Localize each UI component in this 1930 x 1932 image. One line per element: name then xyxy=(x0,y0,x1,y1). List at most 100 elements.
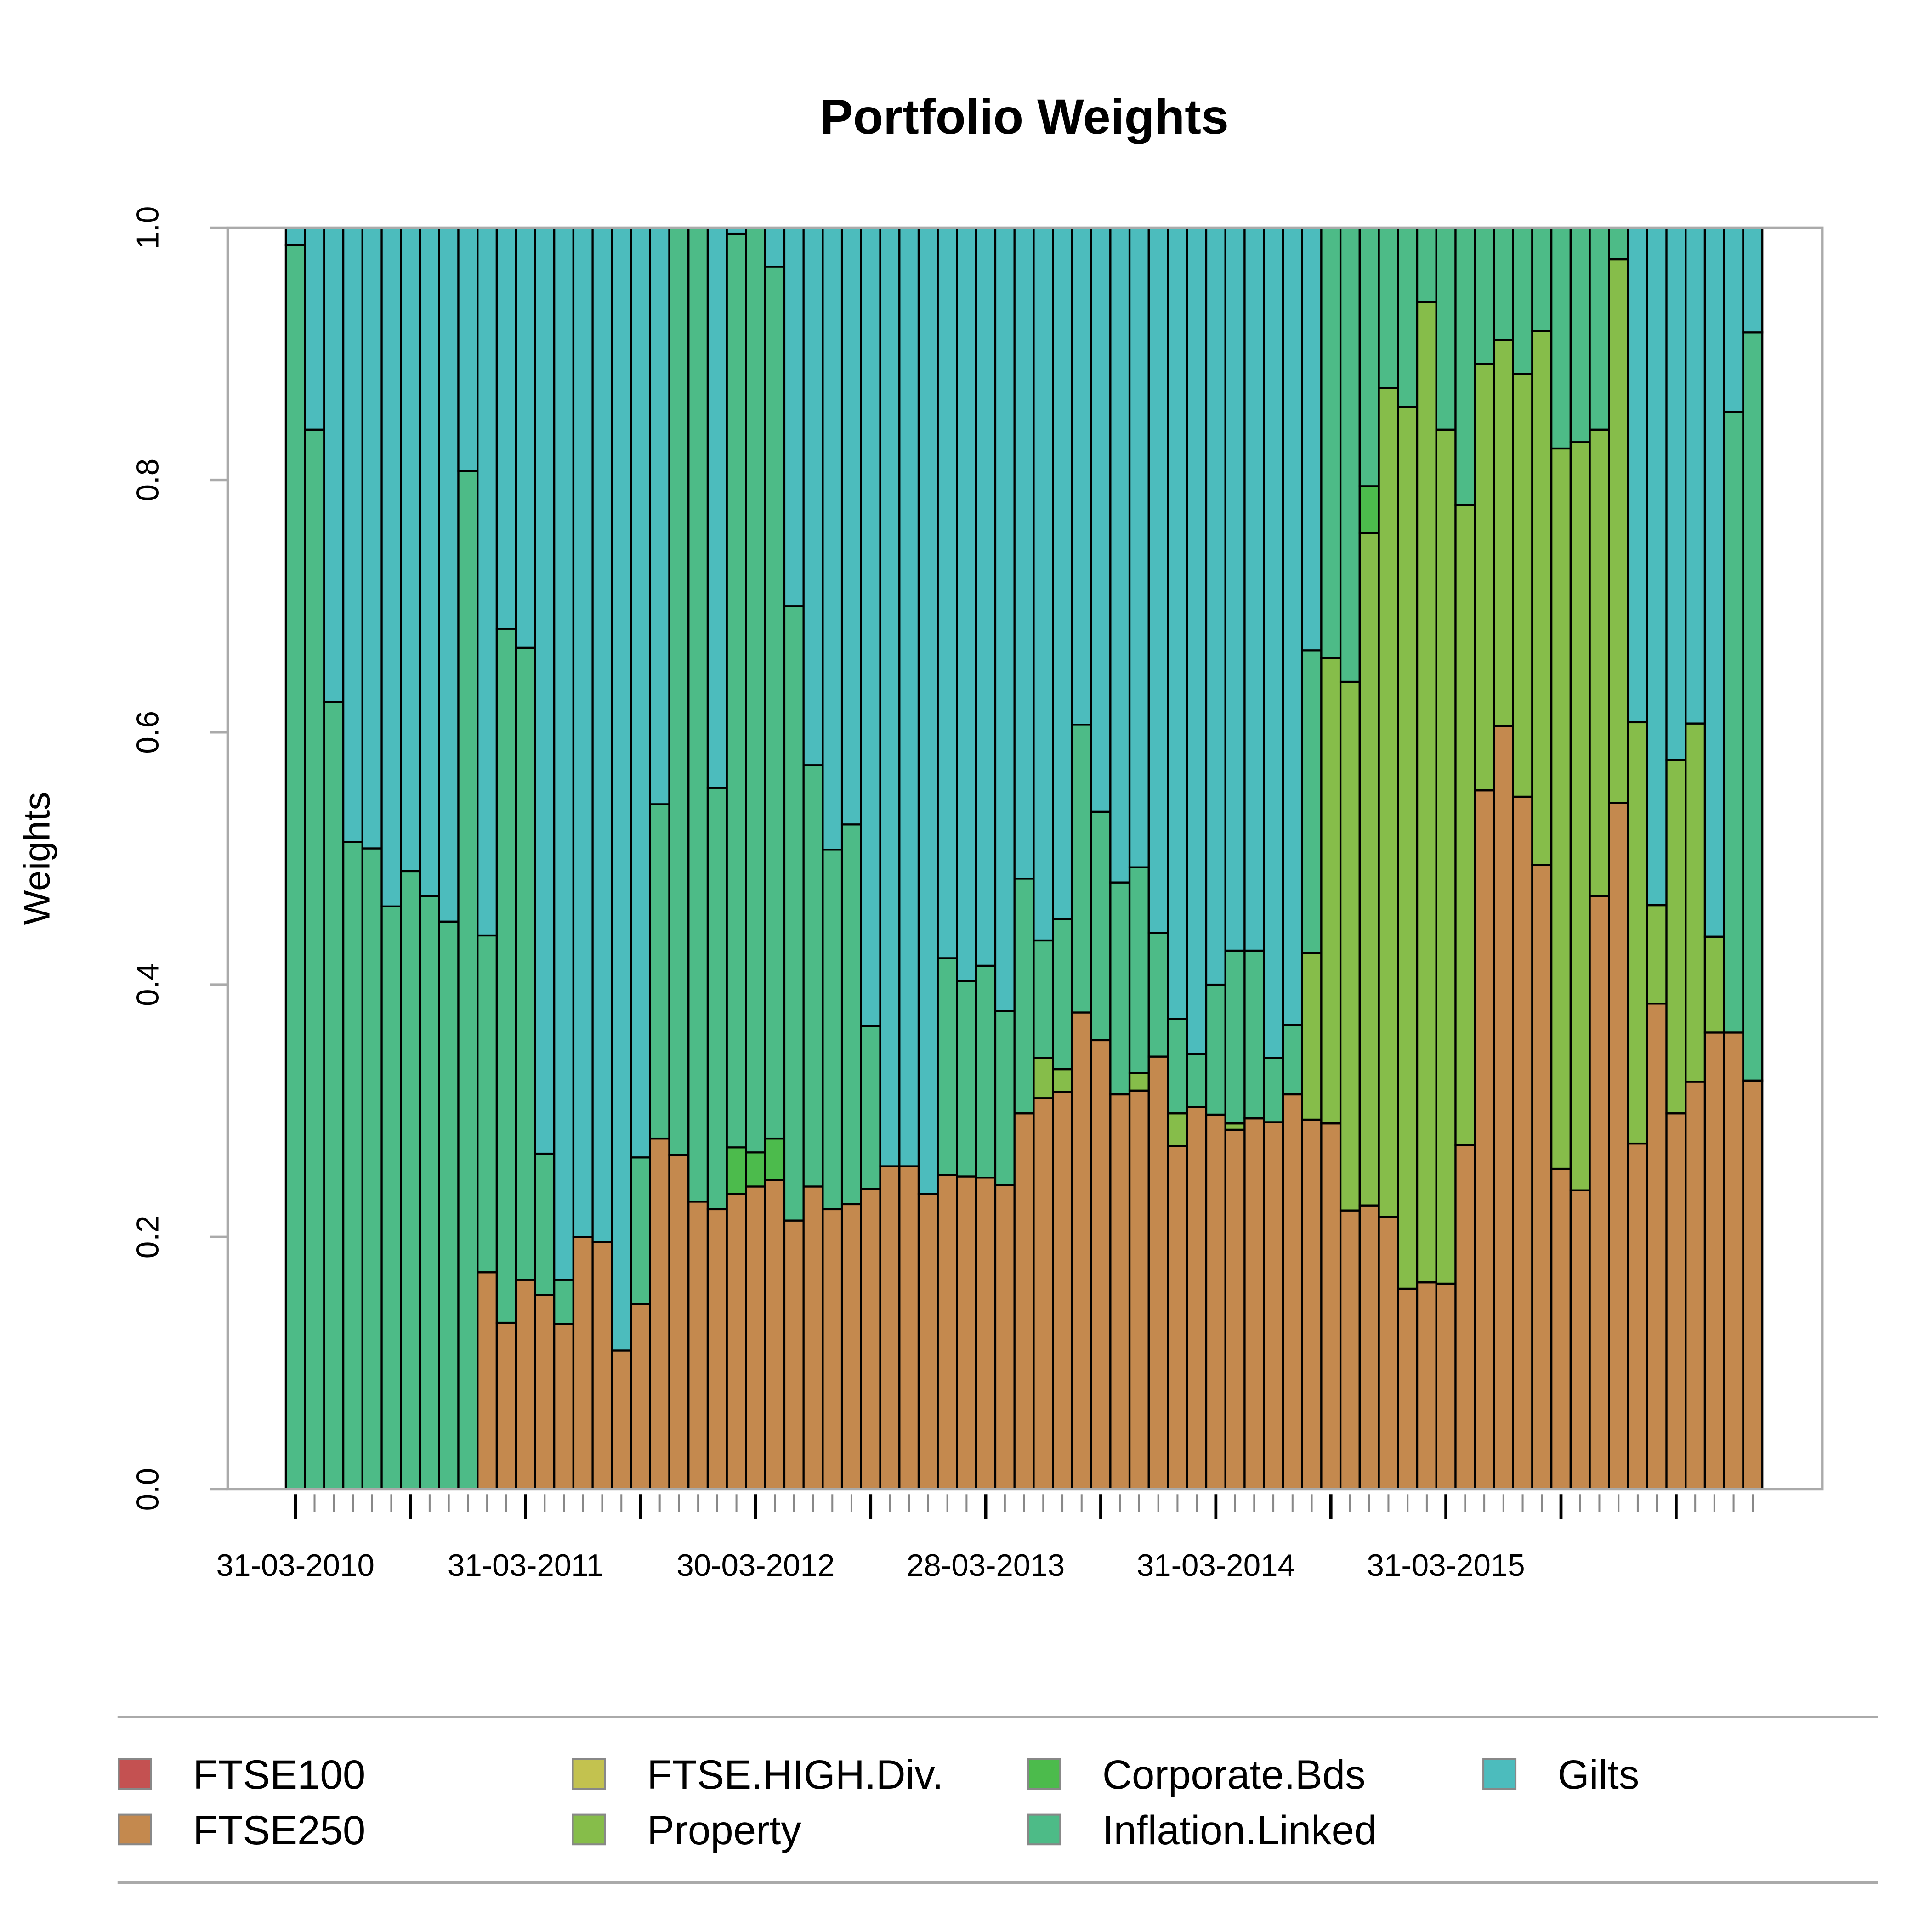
bar-segment xyxy=(1186,1106,1208,1490)
bar-segment xyxy=(1512,795,1533,1490)
x-tick-label: 31-03-2010 xyxy=(216,1548,375,1583)
bar-segment xyxy=(1224,1128,1246,1490)
bar-segment xyxy=(572,227,594,1238)
bar-segment xyxy=(477,934,498,1274)
bar-segment xyxy=(706,1208,728,1490)
bar-segment xyxy=(687,1201,709,1490)
bar-segment xyxy=(1569,441,1591,1191)
bar-segment xyxy=(1397,227,1419,408)
legend-label: Inflation.Linked xyxy=(1102,1807,1377,1853)
bar-segment xyxy=(1723,227,1744,413)
bar-segment xyxy=(1358,1204,1380,1490)
bar-segment xyxy=(706,787,728,1211)
bar-segment xyxy=(1033,939,1054,1059)
bar-segment xyxy=(477,1271,498,1490)
chart-title: Portfolio Weights xyxy=(820,89,1229,144)
bar-segment xyxy=(1090,810,1112,1042)
bar-segment xyxy=(304,227,325,431)
bar-segment xyxy=(1109,881,1131,1096)
bar-segment xyxy=(1723,411,1744,1034)
bar-segment xyxy=(745,1185,766,1490)
bar-segment xyxy=(937,1174,958,1490)
bar-segment xyxy=(1435,227,1457,431)
bar-segment xyxy=(802,227,824,766)
bar-segment xyxy=(342,227,363,843)
bar-segment xyxy=(1128,866,1150,1074)
bar-segment xyxy=(764,1179,786,1490)
bar-segment xyxy=(1205,227,1226,986)
bar-segment xyxy=(1742,227,1764,334)
bar-segment xyxy=(975,964,997,1179)
bar-segment xyxy=(956,1175,977,1490)
bar-segment xyxy=(1435,1282,1457,1490)
bar-segment xyxy=(1167,1018,1188,1115)
bar-segment xyxy=(591,227,613,1243)
bar-segment xyxy=(1052,918,1073,1071)
bar-segment xyxy=(553,1323,575,1490)
bar-segment xyxy=(1109,1093,1131,1490)
bar-segment xyxy=(1013,227,1035,880)
bar-segment xyxy=(630,1156,651,1305)
bar-segment xyxy=(1665,759,1687,1115)
bar-segment xyxy=(1301,227,1323,652)
bar-segment xyxy=(937,227,958,959)
bar-segment xyxy=(1301,1118,1323,1490)
bar-segment xyxy=(1128,1089,1150,1490)
bar-segment xyxy=(1147,932,1169,1058)
bar-segment xyxy=(975,1177,997,1490)
bar-segment xyxy=(1378,1216,1399,1490)
x-tick-label: 31-03-2015 xyxy=(1367,1548,1525,1583)
bar-segment xyxy=(1186,1053,1208,1108)
bar-segment xyxy=(1685,722,1706,1083)
bar-segment xyxy=(1033,1097,1054,1490)
legend-label: FTSE.HIGH.Div. xyxy=(647,1752,943,1797)
bar-segment xyxy=(1550,447,1572,1170)
bar-segment xyxy=(994,227,1016,1012)
bar-segment xyxy=(1589,227,1610,431)
bar-segment xyxy=(1013,878,1035,1115)
bar-segment xyxy=(1646,904,1668,1005)
bar-segment xyxy=(994,1184,1016,1490)
bar-segment xyxy=(1703,227,1725,938)
bar-segment xyxy=(1358,485,1380,534)
bar-segment xyxy=(1703,935,1725,1034)
bar-segment xyxy=(802,764,824,1188)
bar-segment xyxy=(591,1241,613,1490)
bar-segment xyxy=(1224,227,1246,952)
bar-segment xyxy=(1243,949,1265,1120)
bar-segment xyxy=(438,920,460,1490)
bar-segment xyxy=(380,227,402,907)
bar-segment xyxy=(1493,725,1514,1490)
bar-segment xyxy=(898,227,920,1167)
bar-segment xyxy=(1339,1209,1361,1490)
bar-segment xyxy=(1167,1145,1188,1490)
bar-segment xyxy=(1493,339,1514,727)
bar-segment xyxy=(764,266,786,1140)
bar-segment xyxy=(1205,1113,1226,1490)
y-tick-label: 0.2 xyxy=(131,1216,165,1259)
bar-segment xyxy=(361,227,383,850)
legend-label: FTSE250 xyxy=(193,1807,365,1853)
bar-segment xyxy=(860,1025,881,1190)
bar-segment xyxy=(1301,952,1323,1121)
bar-segment xyxy=(457,470,479,1490)
bar-segment xyxy=(1416,1281,1437,1490)
bar-segment xyxy=(572,1236,594,1490)
bar-segment xyxy=(783,227,805,607)
bar-segment xyxy=(937,957,958,1176)
bar-segment xyxy=(898,1165,920,1490)
bar-segment xyxy=(630,227,651,1159)
bar-segment xyxy=(611,227,632,1352)
bar-segment xyxy=(1013,1112,1035,1490)
bar-segment xyxy=(802,1185,824,1490)
bar-segment xyxy=(1569,227,1591,443)
bar-segment xyxy=(994,1010,1016,1186)
bar-segment xyxy=(1589,895,1610,1490)
plot-border xyxy=(226,226,1824,1491)
bar-segment xyxy=(1147,1055,1169,1490)
bar-segment xyxy=(1263,1057,1284,1123)
bar-segment xyxy=(1033,1057,1054,1099)
bar-segment xyxy=(1531,864,1553,1490)
bar-segment xyxy=(764,1137,786,1181)
legend-swatch xyxy=(1027,1758,1062,1790)
